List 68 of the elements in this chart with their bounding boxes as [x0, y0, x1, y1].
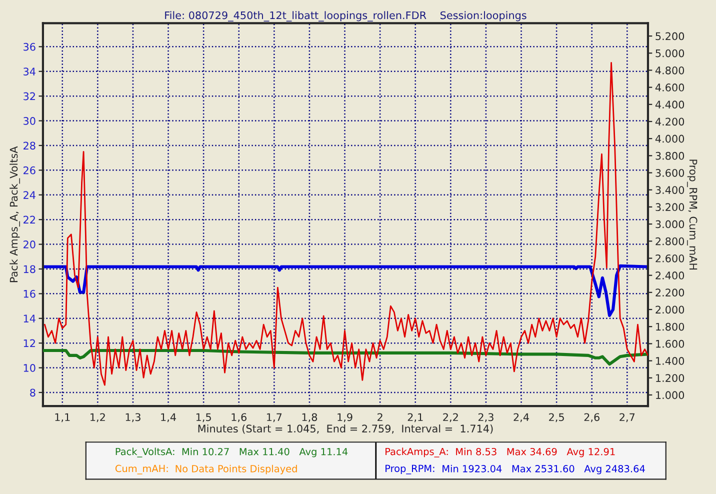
y2-tick-label: 1.200 [656, 374, 684, 382]
y-tick-label: 14 [24, 314, 36, 322]
y-tick-label: 34 [24, 68, 36, 76]
x-tick-label: 2,2 [443, 413, 458, 422]
y2-tick-label: 4.000 [655, 134, 684, 143]
x-tick-label: 1,1 [55, 413, 70, 422]
line-series [42, 264, 648, 318]
x-tick-label: 1,9 [338, 413, 352, 422]
y-tick-label: 30 [24, 117, 36, 125]
text: No Data Points Displayed [176, 464, 297, 474]
y2-tick-label: 5.200 [656, 32, 684, 40]
x-tick-label: 1,5 [196, 413, 211, 422]
y2-tick-label: 2.000 [656, 306, 684, 314]
chart-title: File: 080729_450th_12t_libatt_loopings_rollen.FDR Session:loopings [165, 11, 526, 22]
y2-tick-label: 1.400 [656, 357, 684, 365]
x-tick-label: 1,6 [232, 413, 246, 422]
y2-tick-label: 1.600 [656, 340, 684, 348]
text: Min 8.53 Max 34.69 Avg 12.91 [456, 448, 615, 458]
y2-tick-label: 3.200 [656, 203, 684, 212]
x-axis-title: Minutes (Start = 1.045, End = 2.759, Interval = 1.714) [198, 424, 493, 434]
y2-tick-label: 5.000 [656, 49, 684, 58]
legend-label: Cum_mAH: [115, 464, 168, 474]
y-tick-label: 16 [24, 290, 36, 298]
y2-tick-label: 2.600 [656, 254, 684, 262]
text: Prop_RPM: [386, 464, 434, 474]
y-tick-label: 24 [24, 191, 36, 199]
x-tick-label: 2,6 [584, 413, 600, 422]
x-tick-label: 2,4 [514, 413, 529, 422]
text: PackAmps_A: [386, 448, 448, 458]
x-tick-label: 1,4 [161, 413, 176, 422]
y-tick-label: 20 [24, 240, 36, 248]
y-tick-label: 18 [24, 265, 36, 274]
x-tick-label: 2,3 [478, 413, 494, 422]
y2-tick-label: 4.800 [655, 66, 684, 74]
y2-tick-label: 1.000 [656, 391, 684, 400]
x-tick-label: 2,1 [408, 413, 423, 422]
y-tick-label: 32 [24, 92, 35, 100]
x-tick-label: 2,5 [549, 413, 564, 422]
y-tick-label: 26 [24, 166, 36, 174]
y2-axis-title: Prop_RPM, Cum_mAH [687, 160, 698, 270]
y-tick-label: 10 [24, 364, 36, 372]
y-tick-label: 12 [24, 339, 35, 348]
x-tick-label: 1,7 [267, 413, 282, 422]
x-tick-label: 2,7 [620, 413, 635, 422]
y2-tick-label: 4.400 [655, 100, 684, 109]
y-axis-title: Pack Amps_A, Pack_VoltsA [10, 146, 20, 282]
y2-tick-label: 4.200 [655, 118, 684, 126]
text: Min 10.27 Max 11.40 Avg 11.14 [182, 448, 348, 458]
y-tick-label: 36 [24, 42, 36, 51]
y2-tick-label: 1.800 [656, 322, 684, 331]
y2-tick-label: 2.400 [656, 272, 684, 280]
y2-tick-label: 3.400 [656, 186, 684, 194]
y2-tick-label: 3.800 [656, 152, 684, 160]
y-tick-label: 8 [30, 388, 36, 397]
y2-tick-label: 2.800 [656, 237, 684, 246]
x-tick-label: 2 [378, 413, 382, 421]
y2-tick-label: 3.600 [656, 168, 684, 177]
text: Min 1923.04 Max 2531.60 Avg 2483.64 [442, 464, 645, 474]
y2-tick-label: 4.600 [655, 84, 684, 92]
y2-tick-label: 2.200 [656, 288, 684, 297]
text: Pack_VoltsA: [116, 448, 174, 458]
y-tick-label: 22 [24, 216, 35, 224]
y-tick-label: 28 [24, 142, 36, 150]
x-tick-label: 1,8 [302, 413, 318, 422]
x-tick-label: 1,2 [90, 413, 105, 422]
y2-tick-label: 3.000 [656, 220, 684, 228]
line-series [44, 62, 648, 386]
x-tick-label: 1,3 [126, 413, 140, 422]
